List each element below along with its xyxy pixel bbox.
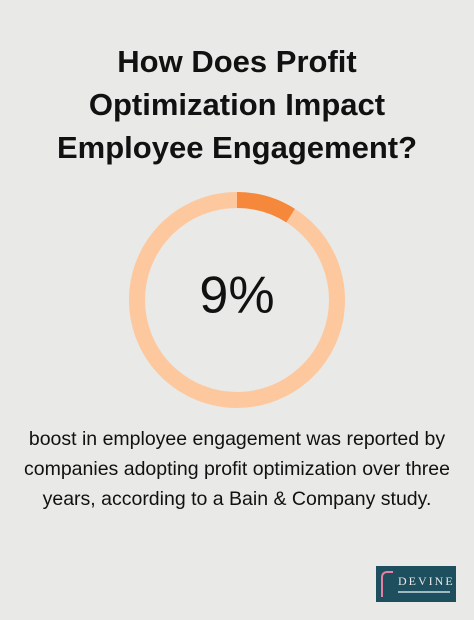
title: How Does Profit Optimization Impact Empl…: [56, 44, 418, 165]
logo-icon: [381, 571, 393, 597]
value-label: 9%: [199, 267, 274, 325]
logo-tagline: [398, 591, 450, 593]
donut-segment: [236, 192, 295, 223]
caption: boost in employee engagement was reporte…: [24, 428, 450, 510]
logo: DEVINE: [376, 566, 456, 602]
logo-text: DEVINE: [398, 574, 455, 588]
